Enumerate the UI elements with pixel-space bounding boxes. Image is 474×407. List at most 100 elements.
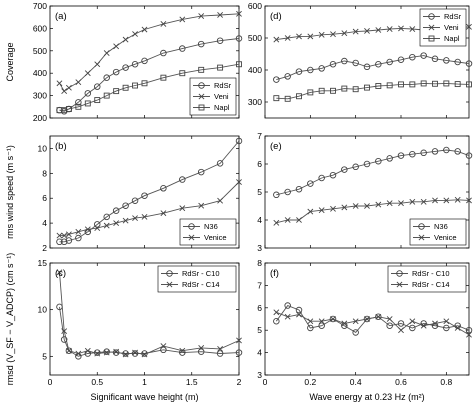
data-series: [56, 179, 242, 239]
data-point: [420, 149, 427, 157]
data-point: [307, 33, 314, 40]
data-point: [131, 197, 139, 204]
data-point: [103, 349, 110, 356]
data-point: [409, 198, 416, 205]
data-point: [60, 238, 68, 246]
data-point: [94, 97, 101, 104]
data-point: [341, 166, 348, 173]
legend-marker: [428, 13, 435, 20]
data-point: [466, 23, 472, 30]
data-point: [284, 302, 291, 309]
data-point: [386, 26, 393, 32]
legend-label: Napl: [214, 103, 230, 112]
data-point: [75, 79, 82, 86]
y-tick-label: 3: [257, 243, 262, 253]
y-axis-label: rmsd (V_SF − V_ADCP) (cm s⁻¹): [5, 253, 15, 386]
data-point: [61, 88, 68, 95]
data-point: [386, 82, 393, 89]
data-point: [364, 316, 370, 322]
chart-panel: 300 400 500 600 (d) RdSr Veni Napl: [248, 1, 473, 119]
y-tick-label: 8: [257, 258, 262, 268]
data-point: [443, 57, 450, 64]
data-point: [341, 85, 348, 92]
data-point: [420, 322, 427, 329]
legend-marker: [418, 234, 425, 241]
data-point: [318, 207, 325, 214]
data-point: [122, 64, 129, 71]
data-point: [318, 174, 325, 182]
data-point: [75, 228, 82, 235]
legend-label: RdSr: [444, 12, 462, 21]
data-point: [307, 318, 314, 325]
data-point: [443, 197, 450, 204]
x-tick-label: 0.2: [304, 377, 316, 387]
legend-marker: [166, 281, 173, 288]
legend-marker: [188, 223, 195, 230]
y-tick-label: 300: [33, 91, 47, 101]
y-tick-label: 700: [33, 1, 47, 11]
x-tick-label: 0: [263, 377, 268, 387]
data-series: [56, 137, 243, 246]
data-point: [409, 150, 416, 158]
data-point: [141, 192, 148, 199]
data-point: [364, 203, 370, 209]
data-point: [363, 160, 371, 168]
y-axis-label: rms wind speed (m s⁻¹): [5, 145, 15, 239]
data-point: [443, 318, 450, 325]
data-point: [103, 92, 110, 99]
y-tick-label: 15: [38, 258, 48, 268]
data-point: [420, 52, 427, 59]
data-point: [217, 345, 224, 352]
data-point: [179, 45, 186, 52]
data-point: [113, 348, 120, 355]
data-point: [103, 213, 110, 221]
legend-label: RdSr - C10: [412, 269, 450, 278]
data-point: [132, 31, 138, 37]
data-point: [236, 337, 242, 344]
data-point: [386, 58, 393, 66]
panel-label: (c): [55, 268, 66, 279]
data-point: [141, 26, 148, 33]
data-point: [307, 66, 314, 74]
x-tick-label: 0.6: [395, 377, 407, 387]
legend-marker: [418, 223, 425, 230]
data-point: [398, 327, 404, 334]
y-tick-label: 4: [257, 215, 262, 225]
y-tick-label: 3: [257, 370, 262, 380]
data-point: [352, 28, 359, 35]
data-point: [296, 217, 302, 223]
chart-panel: 2 4 6 8 10 (b) N36 Venice rms wind speed (m s⁻¹): [5, 135, 243, 253]
data-point: [198, 66, 205, 73]
data-point: [295, 185, 303, 193]
data-point: [273, 219, 280, 226]
legend: N36 Venice: [179, 218, 237, 246]
data-point: [284, 35, 291, 41]
x-axis-label: Wave energy at 0.23 Hz (m²): [309, 392, 424, 402]
y-tick-label: 5: [42, 351, 47, 361]
y-axis-label: Coverage: [5, 42, 15, 81]
data-point: [397, 56, 405, 64]
data-point: [397, 152, 405, 159]
data-point: [330, 316, 336, 322]
data-point: [132, 215, 138, 222]
data-point: [296, 93, 302, 100]
legend-label: Venice: [434, 233, 457, 242]
legend: N36 Venice: [409, 218, 467, 246]
data-point: [235, 137, 243, 145]
data-point: [197, 348, 205, 355]
series-line: [276, 82, 470, 100]
data-point: [217, 197, 224, 204]
data-series: [273, 52, 473, 83]
data-point: [318, 87, 325, 94]
data-point: [122, 84, 129, 91]
legend-box: [409, 218, 467, 246]
data-point: [398, 200, 404, 207]
y-tick-label: 200: [33, 113, 47, 123]
data-point: [122, 202, 129, 209]
legend-marker: [198, 93, 205, 100]
data-point: [465, 326, 473, 334]
data-point: [409, 26, 416, 32]
data-point: [160, 343, 167, 349]
data-point: [235, 35, 243, 42]
